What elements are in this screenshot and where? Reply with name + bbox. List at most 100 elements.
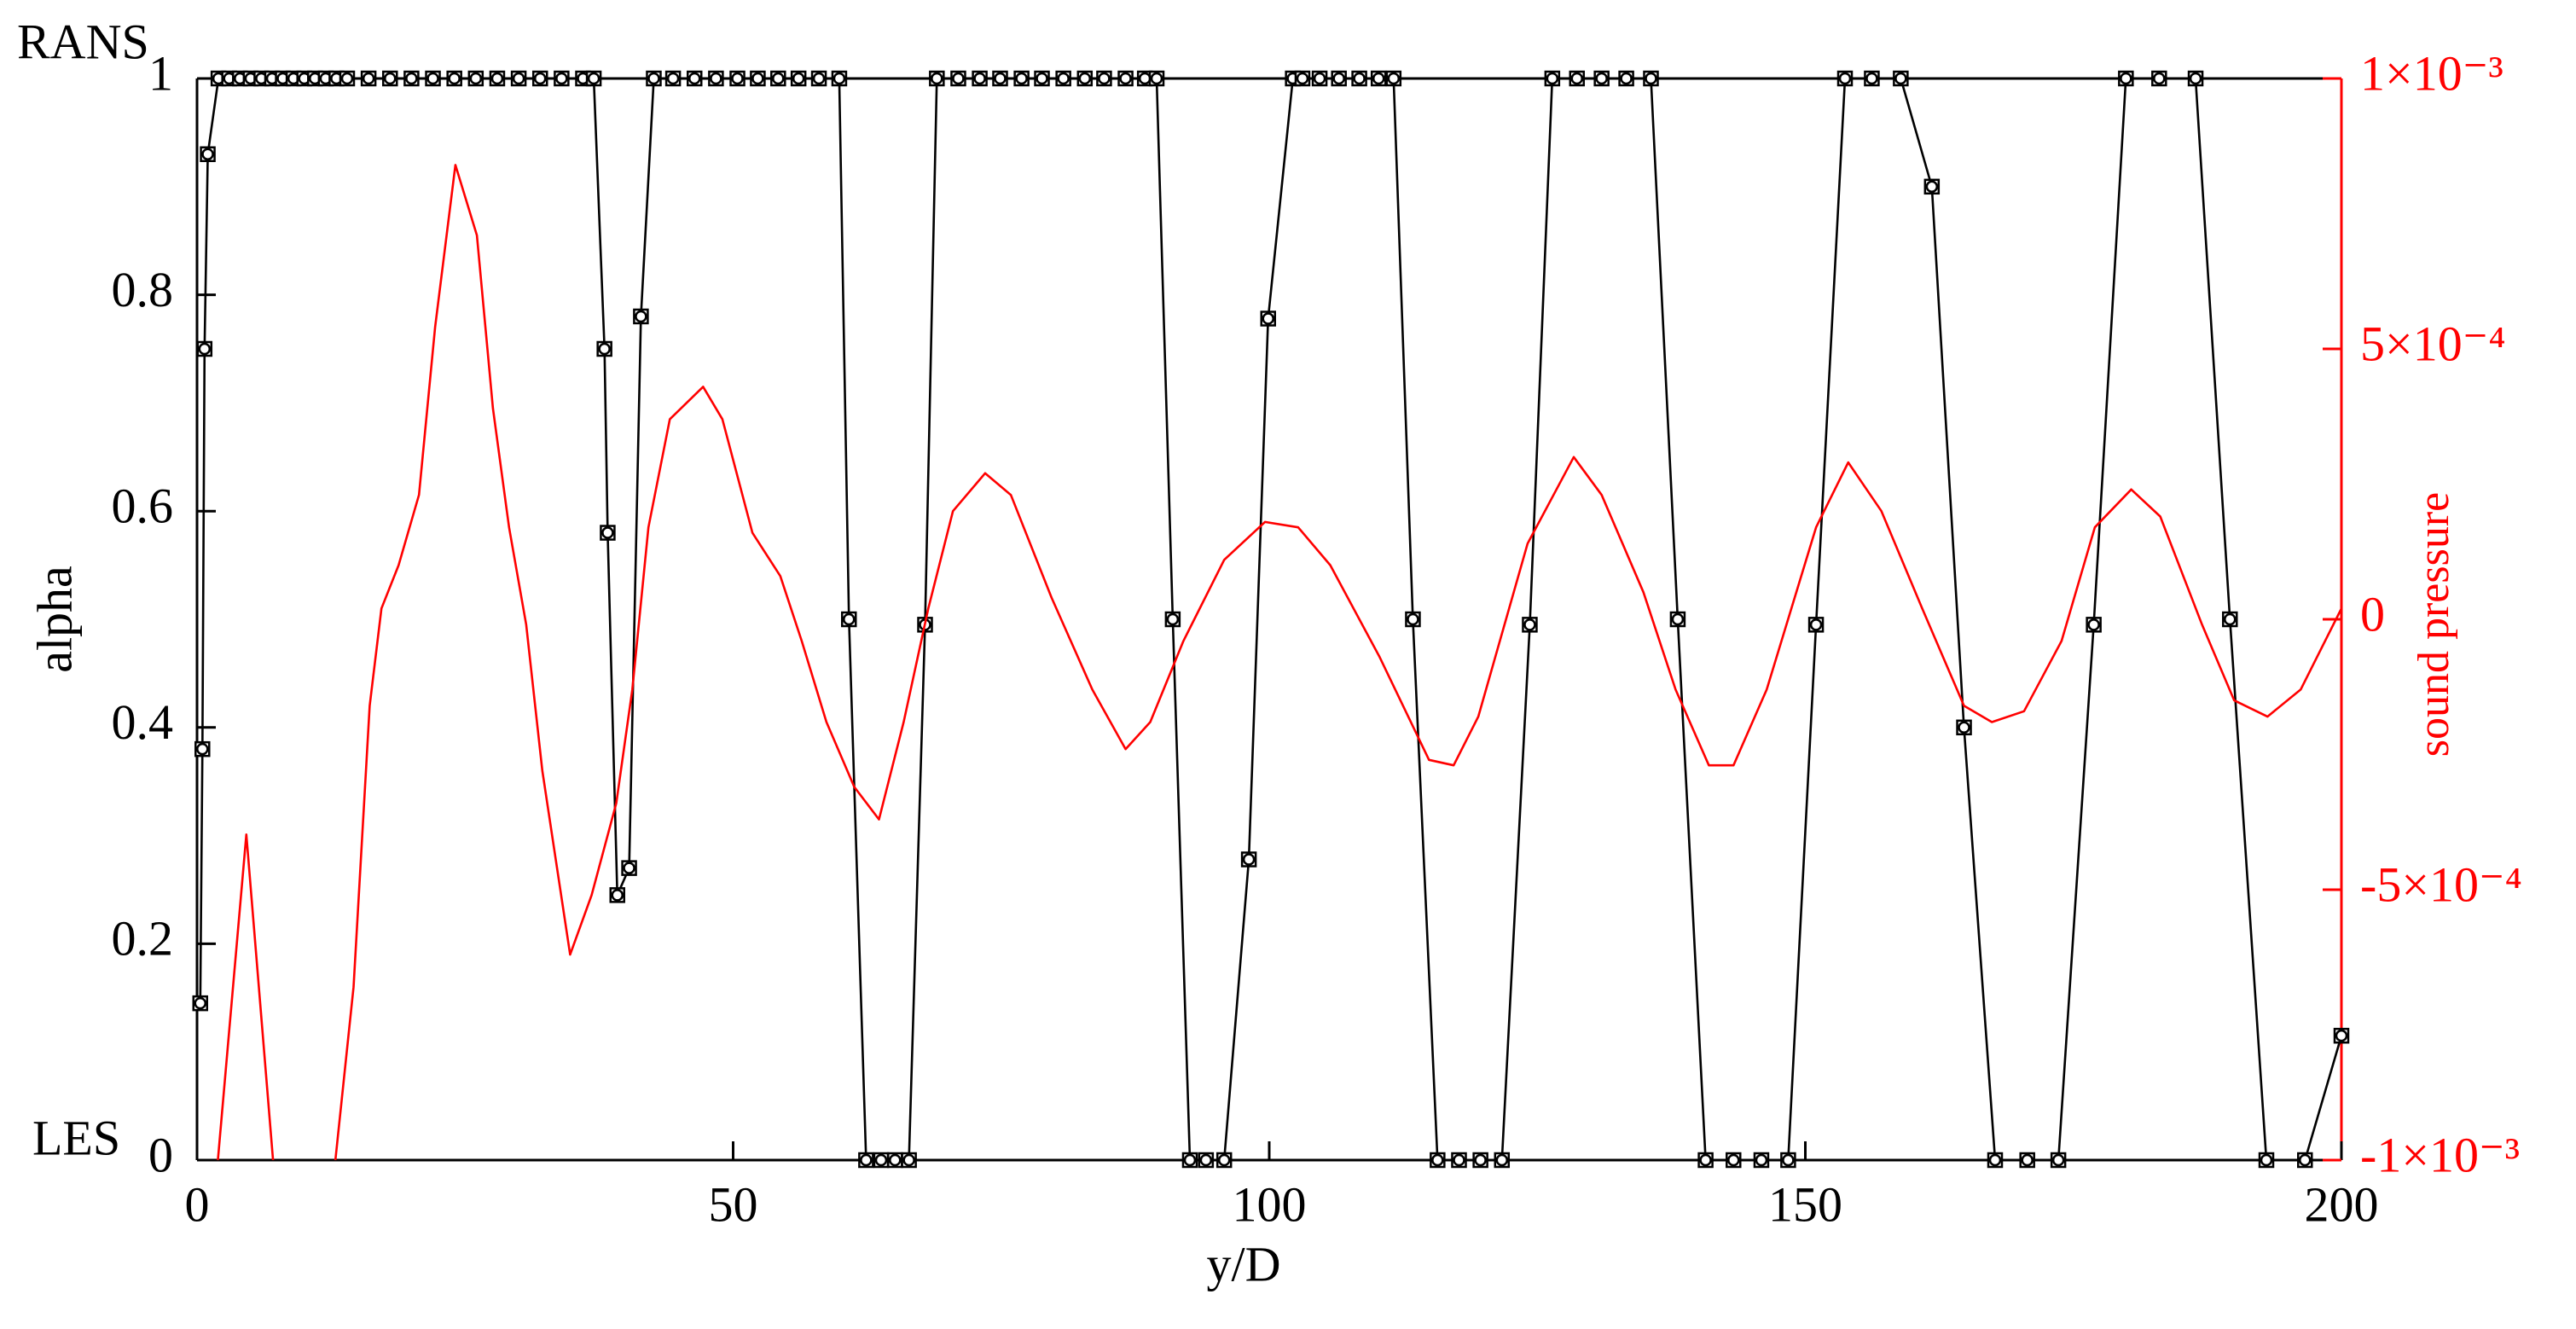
data-point (972, 70, 988, 87)
y-tick-label: 0.6 (112, 479, 174, 534)
data-point (1544, 70, 1561, 87)
marker-circle (533, 72, 547, 85)
marker-circle (362, 72, 375, 85)
data-point (1864, 70, 1880, 87)
marker-circle (1353, 72, 1366, 85)
marker-circle (1620, 72, 1633, 85)
data-point (2333, 1027, 2350, 1044)
marker-circle (1015, 72, 1028, 85)
marker-circle (426, 72, 439, 85)
marker-circle (490, 72, 504, 85)
marker-circle (1838, 72, 1852, 85)
y2-tick-label: 5×10⁻⁴ (2360, 316, 2506, 371)
data-point (2118, 70, 2134, 87)
marker-circle (1865, 72, 1878, 85)
data-point (1311, 70, 1328, 87)
marker-circle (405, 72, 418, 85)
data-point (1618, 70, 1634, 87)
data-point (2086, 617, 2102, 633)
marker-circle (1296, 72, 1309, 85)
y2-tick-label: -5×10⁻⁴ (2360, 856, 2522, 912)
data-point (2050, 1152, 2067, 1169)
data-point (2187, 70, 2204, 87)
data-point (1055, 70, 1071, 87)
data-point (554, 70, 570, 87)
marker-circle (1894, 72, 1907, 85)
data-point (708, 70, 724, 87)
data-point (1215, 1152, 1233, 1169)
data-point (1956, 719, 1972, 736)
marker-circle (1645, 72, 1657, 85)
data-point (664, 70, 682, 87)
annotation: RANS (17, 14, 149, 69)
marker-circle (2120, 72, 2132, 85)
marker-circle (2299, 1153, 2312, 1167)
data-point (1593, 70, 1610, 87)
data-point (1780, 1152, 1796, 1169)
data-point (1260, 310, 1276, 327)
data-point (1294, 70, 1311, 87)
marker-circle (2153, 72, 2166, 85)
data-point (831, 70, 848, 87)
data-point (1181, 1152, 1198, 1169)
marker-circle (1671, 612, 1685, 626)
marker-circle (194, 996, 207, 1010)
marker-circle (772, 72, 785, 85)
marker-circle (812, 72, 826, 85)
data-point (729, 70, 746, 87)
marker-circle (1119, 72, 1132, 85)
marker-circle (1988, 1153, 2002, 1167)
marker-circle (931, 72, 943, 85)
data-point (790, 70, 807, 87)
marker-circle (973, 72, 986, 85)
marker-circle (1183, 1153, 1197, 1167)
data-point (2297, 1152, 2313, 1169)
data-point (489, 70, 506, 87)
data-point (1034, 70, 1050, 87)
marker-circle (1699, 1153, 1712, 1167)
data-point (1643, 70, 1659, 87)
y-tick-label: 0.8 (112, 262, 174, 317)
data-point (585, 70, 602, 87)
data-point (1807, 617, 1825, 633)
data-point (2019, 1152, 2035, 1169)
marker-circle (1595, 72, 1608, 85)
data-point (609, 887, 625, 903)
marker-circle (384, 72, 397, 85)
data-point (1472, 1152, 1488, 1169)
data-point (1669, 611, 1686, 628)
series-line (217, 164, 2341, 1160)
marker-circle (469, 72, 483, 85)
marker-circle (1755, 1153, 1768, 1167)
marker-circle (1150, 72, 1163, 85)
marker-circle (1958, 721, 1970, 734)
marker-circle (598, 342, 611, 356)
marker-circle (601, 526, 614, 539)
marker-circle (889, 1153, 902, 1167)
marker-circle (1372, 72, 1385, 85)
data-point (646, 70, 662, 87)
x-tick-label: 50 (709, 1176, 758, 1232)
marker-circle (994, 72, 1007, 85)
data-point (1331, 70, 1347, 87)
marker-circle (2260, 1153, 2273, 1167)
marker-circle (710, 72, 722, 85)
data-point (887, 1152, 903, 1169)
marker-circle (623, 862, 635, 874)
data-point (1240, 851, 1257, 868)
y-tick-label: 0.2 (112, 911, 174, 966)
marker-circle (874, 1153, 888, 1167)
data-point (196, 340, 213, 357)
marker-circle (1570, 72, 1584, 85)
marker-circle (647, 72, 660, 85)
marker-circle (843, 612, 856, 626)
marker-circle (611, 889, 624, 902)
data-point (621, 860, 637, 876)
marker-circle (860, 1153, 873, 1167)
data-point (1923, 178, 1941, 195)
marker-circle (198, 342, 212, 356)
marker-circle (512, 72, 525, 85)
marker-circle (448, 72, 461, 85)
x-axis-label: y/D (1207, 1236, 1281, 1291)
y-tick-label: 0 (148, 1127, 173, 1182)
